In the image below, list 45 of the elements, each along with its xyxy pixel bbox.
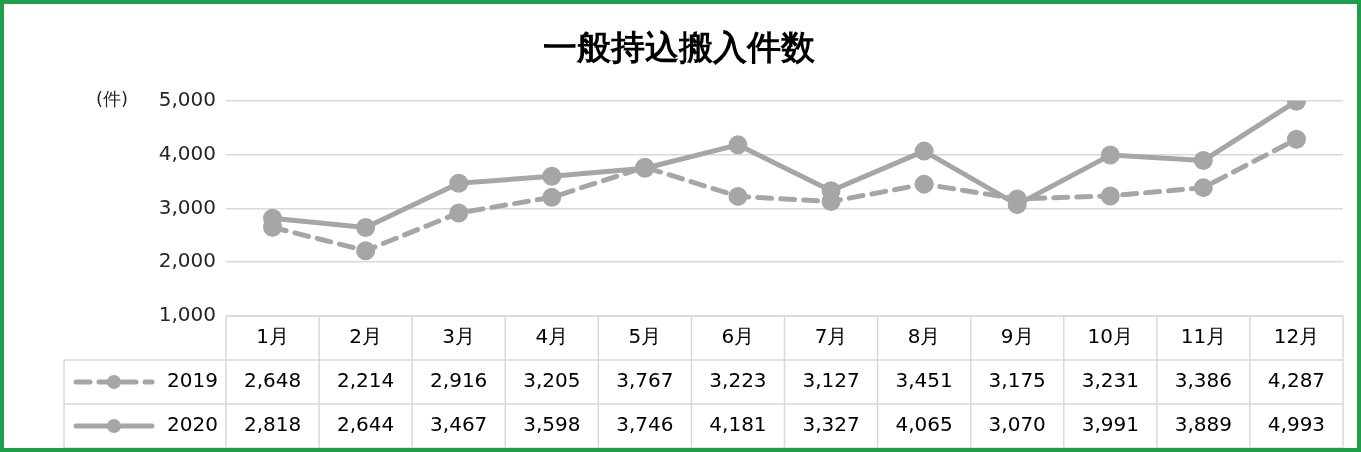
y-tick-label: 2,000 [158, 248, 216, 273]
x-tick-label: 7月 [814, 324, 848, 349]
data-label: 2,648 [243, 368, 302, 393]
x-tick-label: 9月 [1000, 324, 1034, 349]
y-tick-label: 5,000 [158, 87, 216, 111]
x-tick-label: 2月 [349, 324, 382, 349]
data-label: 3,991 [1081, 412, 1139, 437]
x-tick-label: 6月 [721, 324, 755, 349]
data-label: 3,327 [802, 412, 860, 437]
data-label: 3,070 [988, 412, 1046, 437]
y-tick-label: 1,000 [158, 302, 216, 327]
data-label: 3,223 [709, 368, 767, 393]
y-tick-label: 4,000 [158, 140, 216, 165]
data-label: 2,818 [243, 412, 302, 437]
data-label: 3,467 [430, 412, 488, 437]
data-label: 3,889 [1174, 412, 1233, 437]
x-tick-label: 4月 [535, 324, 569, 349]
x-tick-label: 3月 [442, 324, 476, 349]
x-tick-label: 5月 [628, 324, 662, 349]
data-label: 3,598 [523, 412, 581, 437]
y-tick-label: 3,000 [158, 194, 216, 219]
legend-label: 2020 [167, 412, 218, 437]
x-tick-label: 12月 [1273, 324, 1320, 349]
legend-label: 2019 [167, 368, 218, 393]
data-label: 3,205 [523, 368, 581, 393]
data-label: 3,127 [802, 368, 860, 393]
data-label: 4,993 [1267, 412, 1326, 437]
data-label: 3,231 [1081, 368, 1139, 393]
x-tick-label: 8月 [907, 324, 941, 349]
x-tick-label: 11月 [1180, 324, 1227, 349]
data-label: 2,214 [336, 368, 395, 393]
data-label: 4,287 [1267, 368, 1326, 393]
data-label: 2,644 [336, 412, 395, 437]
chart-title: 一般持込搬入件数 [542, 27, 816, 68]
y-axis-title: (件) [95, 88, 128, 110]
x-tick-label: 10月 [1087, 324, 1134, 349]
data-label: 3,175 [988, 368, 1046, 393]
x-tick-label: 1月 [256, 324, 289, 349]
data-label: 3,767 [616, 368, 674, 393]
data-label: 4,181 [709, 412, 767, 437]
data-label: 3,386 [1174, 368, 1233, 393]
data-label: 4,065 [895, 412, 953, 437]
data-label: 3,746 [616, 412, 674, 437]
data-label: 3,451 [895, 368, 953, 393]
data-label: 2,916 [430, 368, 488, 393]
